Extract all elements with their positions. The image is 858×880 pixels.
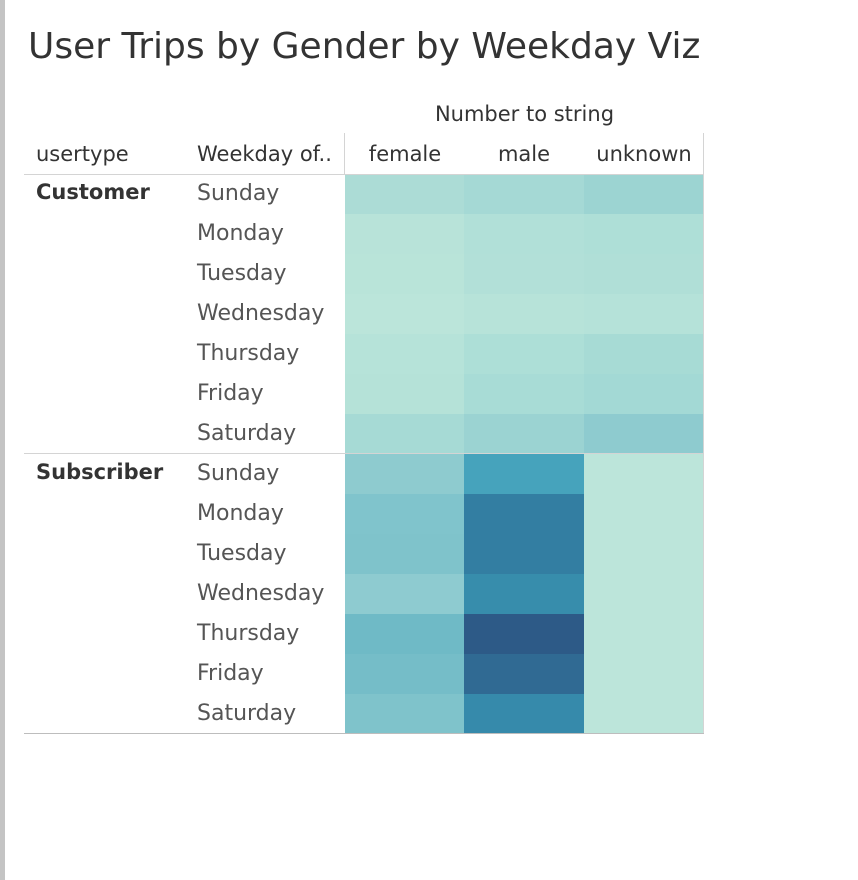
heatmap-cell-subscriber-sunday-female[interactable]	[345, 454, 464, 494]
group-label-customer[interactable]: Customer	[36, 180, 150, 204]
group-label-subscriber[interactable]: Subscriber	[36, 460, 164, 484]
heatmap-cell-customer-sunday-unknown[interactable]	[584, 174, 704, 214]
heatmap-cell-subscriber-tuesday-female[interactable]	[345, 534, 464, 574]
heatmap-cell-subscriber-tuesday-male[interactable]	[464, 534, 584, 574]
heatmap-cell-customer-tuesday-female[interactable]	[345, 254, 464, 294]
heatmap-cell-customer-wednesday-female[interactable]	[345, 294, 464, 334]
row-label-subscriber-thursday[interactable]: Thursday	[197, 621, 300, 646]
row-header-usertype[interactable]: usertype	[36, 142, 129, 166]
heatmap-cell-customer-wednesday-unknown[interactable]	[584, 294, 704, 334]
row-label-subscriber-wednesday[interactable]: Wednesday	[197, 581, 325, 606]
heatmap-cell-customer-thursday-female[interactable]	[345, 334, 464, 374]
column-header-unknown[interactable]: unknown	[596, 142, 692, 166]
heatmap-cell-customer-saturday-female[interactable]	[345, 414, 464, 454]
heatmap-cell-customer-monday-female[interactable]	[345, 214, 464, 254]
heatmap-cell-customer-saturday-male[interactable]	[464, 414, 584, 454]
heatmap-cell-customer-tuesday-unknown[interactable]	[584, 254, 704, 294]
row-label-subscriber-sunday[interactable]: Sunday	[197, 461, 280, 486]
left-border	[0, 0, 5, 880]
heatmap-cell-subscriber-monday-female[interactable]	[345, 494, 464, 534]
row-label-subscriber-friday[interactable]: Friday	[197, 661, 264, 686]
heatmap-cell-subscriber-tuesday-unknown[interactable]	[584, 534, 704, 574]
heatmap-cell-customer-monday-unknown[interactable]	[584, 214, 704, 254]
row-label-customer-sunday[interactable]: Sunday	[197, 181, 280, 206]
divider-top	[24, 174, 704, 175]
heatmap-cell-customer-tuesday-male[interactable]	[464, 254, 584, 294]
heatmap-cell-subscriber-saturday-female[interactable]	[345, 694, 464, 734]
heatmap-cell-subscriber-monday-unknown[interactable]	[584, 494, 704, 534]
row-label-customer-friday[interactable]: Friday	[197, 381, 264, 406]
heatmap-cell-subscriber-wednesday-female[interactable]	[345, 574, 464, 614]
page-title: User Trips by Gender by Weekday Viz	[28, 26, 701, 67]
row-label-customer-monday[interactable]: Monday	[197, 221, 284, 246]
row-label-customer-thursday[interactable]: Thursday	[197, 341, 300, 366]
heatmap-cell-customer-monday-male[interactable]	[464, 214, 584, 254]
heatmap-cell-customer-friday-female[interactable]	[345, 374, 464, 414]
heatmap-cell-customer-friday-male[interactable]	[464, 374, 584, 414]
heatmap-cell-customer-thursday-male[interactable]	[464, 334, 584, 374]
heatmap-cell-subscriber-saturday-male[interactable]	[464, 694, 584, 734]
header-divider	[344, 133, 345, 175]
heatmap-cell-customer-thursday-unknown[interactable]	[584, 334, 704, 374]
row-label-subscriber-monday[interactable]: Monday	[197, 501, 284, 526]
column-header-male[interactable]: male	[497, 142, 551, 166]
heatmap-cell-customer-friday-unknown[interactable]	[584, 374, 704, 414]
divider-bottom	[24, 733, 704, 734]
heatmap-cell-subscriber-sunday-male[interactable]	[464, 454, 584, 494]
row-label-subscriber-saturday[interactable]: Saturday	[197, 701, 297, 726]
heatmap-cell-subscriber-monday-male[interactable]	[464, 494, 584, 534]
heatmap-cell-subscriber-friday-female[interactable]	[345, 654, 464, 694]
divider-group	[24, 453, 704, 454]
heatmap-cell-subscriber-friday-unknown[interactable]	[584, 654, 704, 694]
heatmap-cell-subscriber-wednesday-unknown[interactable]	[584, 574, 704, 614]
heatmap-cell-customer-wednesday-male[interactable]	[464, 294, 584, 334]
heatmap-cell-subscriber-thursday-female[interactable]	[345, 614, 464, 654]
heatmap-cell-customer-sunday-female[interactable]	[345, 174, 464, 214]
column-header-female[interactable]: female	[368, 142, 442, 166]
row-label-subscriber-tuesday[interactable]: Tuesday	[197, 541, 287, 566]
column-group-label: Number to string	[434, 102, 615, 126]
heatmap-cell-subscriber-friday-male[interactable]	[464, 654, 584, 694]
heatmap-cell-customer-saturday-unknown[interactable]	[584, 414, 704, 454]
heatmap-cell-subscriber-sunday-unknown[interactable]	[584, 454, 704, 494]
heatmap-cell-customer-sunday-male[interactable]	[464, 174, 584, 214]
row-label-customer-wednesday[interactable]: Wednesday	[197, 301, 325, 326]
heatmap-cell-subscriber-thursday-male[interactable]	[464, 614, 584, 654]
row-label-customer-saturday[interactable]: Saturday	[197, 421, 297, 446]
heatmap-cell-subscriber-wednesday-male[interactable]	[464, 574, 584, 614]
row-header-weekday[interactable]: Weekday of..	[197, 142, 332, 166]
header-divider-right	[703, 133, 704, 175]
heatmap-cell-subscriber-saturday-unknown[interactable]	[584, 694, 704, 734]
row-label-customer-tuesday[interactable]: Tuesday	[197, 261, 287, 286]
heatmap-cell-subscriber-thursday-unknown[interactable]	[584, 614, 704, 654]
